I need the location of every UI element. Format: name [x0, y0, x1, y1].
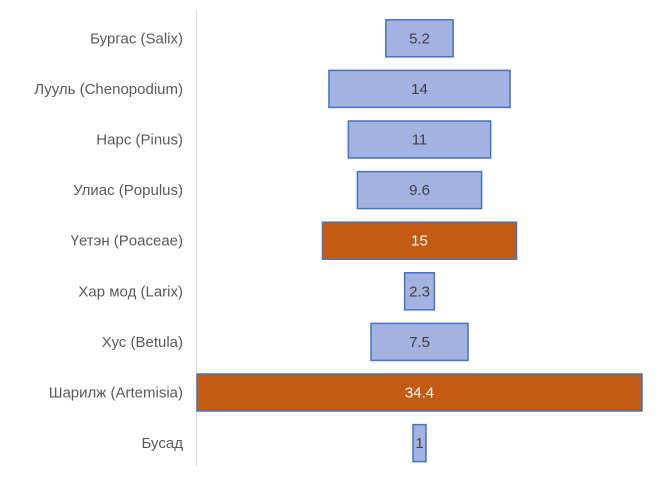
category-label: Үетэн (Poaceae) — [71, 233, 183, 250]
category-label: Шарилж (Artemisia) — [49, 385, 183, 402]
bar-4 — [321, 221, 518, 260]
category-labels: Бургас (Salix) Лууль (Chenopodium) Нарс (P… — [34, 30, 183, 452]
value-label: 5.2 — [409, 30, 430, 47]
category-label: Хар мод (Larix) — [78, 283, 183, 300]
bars — [196, 19, 643, 463]
category-label: Бусад — [142, 435, 184, 452]
category-label: Бургас (Salix) — [90, 30, 183, 47]
value-label: 2.3 — [409, 283, 430, 300]
category-label: Нарс (Pinus) — [96, 132, 183, 149]
bar-8 — [412, 423, 427, 463]
value-label: 7.5 — [409, 334, 430, 351]
value-label: 34.4 — [405, 385, 434, 402]
category-label: Хус (Betula) — [102, 334, 183, 351]
value-label: 9.6 — [409, 182, 430, 199]
value-labels: 5.2 14 11 9.6 15 2.3 7.5 34.4 1 — [405, 30, 434, 452]
bar-7 — [196, 373, 643, 412]
bar-3 — [356, 170, 483, 210]
bar-0 — [385, 19, 454, 58]
bar-1 — [328, 69, 511, 109]
category-label: Улиас (Populus) — [73, 182, 183, 199]
value-label: 14 — [411, 81, 428, 98]
bar-6 — [370, 322, 469, 362]
value-label: 1 — [415, 435, 423, 452]
bar-2 — [347, 120, 492, 159]
category-label: Лууль (Chenopodium) — [34, 81, 183, 98]
value-label: 15 — [411, 233, 428, 250]
bar-5 — [403, 272, 436, 311]
value-label: 11 — [412, 132, 428, 149]
